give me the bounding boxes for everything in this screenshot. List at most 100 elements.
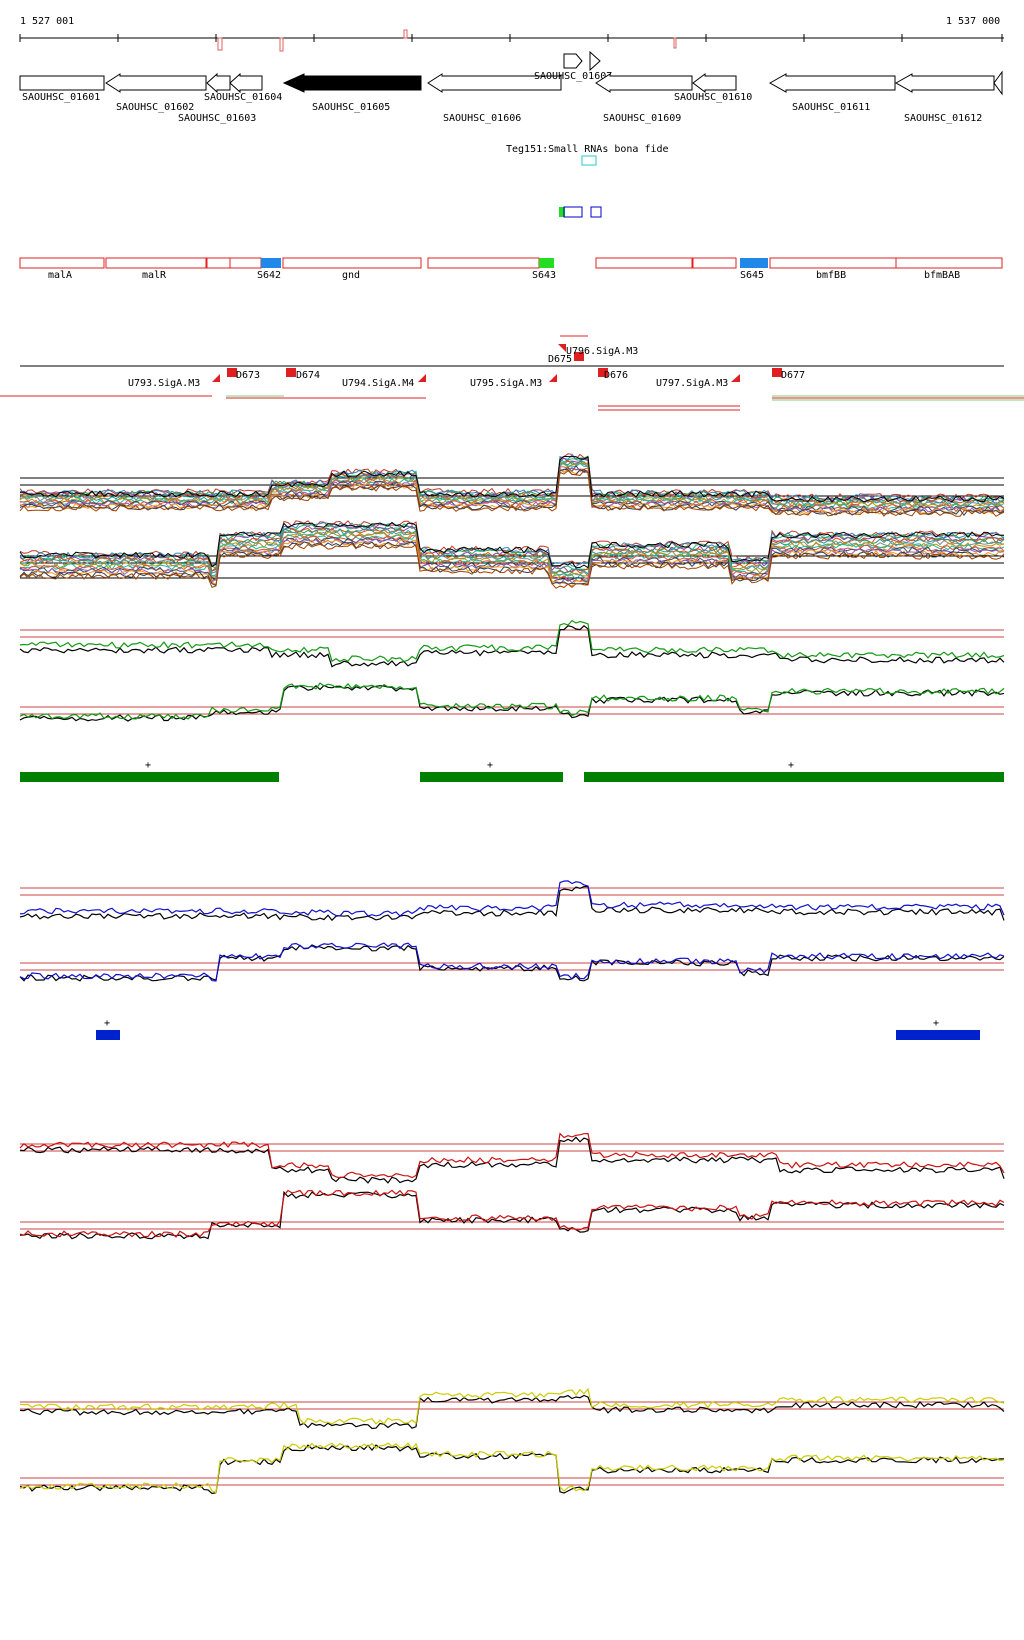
gene-arrow-end-marker: [993, 70, 1003, 96]
feature-label-malA: malA: [48, 270, 72, 281]
gene-arrow-saouhsc-01601[interactable]: [19, 75, 105, 91]
gene-label-01603: SAOUHSC_01603: [178, 113, 256, 124]
expression-line: [19, 682, 1005, 720]
promoter-track: U793.SigA.M3 D673 D674 U794.SigA.M4 U795…: [0, 335, 1024, 411]
feature-S642[interactable]: [261, 258, 281, 268]
small-rna-green-box[interactable]: [559, 207, 565, 217]
feature-bmfBB[interactable]: [769, 257, 897, 269]
green-segment-2-strand: +: [487, 760, 493, 771]
gene-label-01609: SAOUHSC_01609: [603, 113, 681, 124]
promoter-label-U796: U796.SigA.M3: [566, 346, 638, 357]
gene-track: SAOUHSC_01601 SAOUHSC_01602 SAOUHSC_0160…: [19, 50, 1003, 124]
green-segment-3-strand: +: [788, 760, 794, 771]
multi-condition-lower-lines: [19, 520, 1005, 589]
blue-segment-2[interactable]: [896, 1030, 980, 1040]
feature-malA[interactable]: [19, 257, 105, 269]
gene-arrow-saouhsc-01610[interactable]: [692, 73, 737, 93]
multi-condition-line: [19, 534, 1005, 582]
expression-line: [19, 1394, 1005, 1430]
gene-arrow-saouhsc-01602[interactable]: [105, 73, 207, 93]
gene-arrow-saouhsc-01609[interactable]: [595, 73, 693, 93]
multi-condition-line: [19, 460, 1005, 507]
small-rna-track: Teg151:Small RNAs bona fide: [506, 144, 669, 218]
multi-condition-line: [19, 533, 1005, 581]
expression-line: [19, 880, 1005, 917]
feature-label-gnd: gnd: [342, 270, 360, 281]
feature-malR[interactable]: [105, 257, 207, 269]
ruler-start-label: 1 527 001: [20, 16, 74, 27]
expression-line: [19, 1189, 1005, 1238]
feature-label-malR: malR: [142, 270, 167, 281]
multi-condition-line: [19, 542, 1005, 589]
gene-arrow-saouhsc-01607b[interactable]: [589, 50, 601, 72]
gene-label-01604: SAOUHSC_01604: [204, 92, 282, 103]
promoter-label-D676: D676: [604, 370, 628, 381]
small-rna-blue-box[interactable]: [563, 206, 583, 218]
promoter-label-U797: U797.SigA.M3: [656, 378, 728, 389]
multi-condition-line: [19, 466, 1005, 511]
ruler-end-label: 1 537 000: [946, 16, 1000, 27]
gene-arrow-saouhsc-01604[interactable]: [229, 72, 263, 94]
small-rna-teg151[interactable]: [581, 155, 597, 166]
expression-line: [19, 1190, 1005, 1240]
green-segment-2[interactable]: [420, 772, 563, 782]
feature-label-S642: S642: [257, 270, 281, 281]
gene-arrow-saouhsc-01603[interactable]: [206, 72, 231, 94]
green-segment-1-strand: +: [145, 760, 151, 771]
multi-condition-line: [19, 525, 1005, 573]
small-rna-blue-box-2[interactable]: [590, 206, 602, 218]
feature-gnd[interactable]: [282, 257, 422, 269]
feature-S643[interactable]: [539, 258, 554, 268]
green-segment-3[interactable]: [584, 772, 1004, 782]
multi-condition-line: [19, 467, 1005, 514]
gene-arrow-saouhsc-01612[interactable]: [894, 73, 995, 93]
expression-line: [19, 942, 1005, 982]
feature-label-S643: S643: [532, 270, 556, 281]
expression-line: [19, 625, 1005, 668]
multi-condition-line: [19, 468, 1005, 517]
gene-label-01610: SAOUHSC_01610: [674, 92, 752, 103]
gene-arrow-saouhsc-01611[interactable]: [768, 73, 896, 93]
expression-line: [19, 1132, 1005, 1179]
gene-arrow-saouhsc-01605[interactable]: [282, 73, 422, 93]
gene-label-01601: SAOUHSC_01601: [22, 92, 100, 103]
expression-line: [19, 684, 1005, 722]
multi-condition-line: [19, 536, 1005, 584]
feature-S645[interactable]: [740, 258, 768, 268]
feature-bfmBAB[interactable]: [895, 257, 1003, 269]
expression-line: [19, 944, 1005, 982]
multi-condition-line: [19, 541, 1005, 587]
multi-condition-track: [19, 453, 1005, 589]
feature-label-bfmBAB: bfmBAB: [924, 270, 960, 281]
expression-line: [19, 886, 1005, 922]
multi-condition-line: [19, 531, 1005, 579]
red-expression-track: [19, 1132, 1005, 1240]
gene-label-01602: SAOUHSC_01602: [116, 102, 194, 113]
promoter-label-D673: D673: [236, 370, 260, 381]
feature-label-bmfBB: bmfBB: [816, 270, 846, 281]
multi-condition-line: [19, 469, 1005, 517]
promoter-label-D674: D674: [296, 370, 320, 381]
feature-label-S645: S645: [740, 270, 764, 281]
gene-label-01607: SAOUHSC_01607: [534, 71, 612, 82]
promoter-label-D677: D677: [781, 370, 805, 381]
gene-arrow-saouhsc-01607[interactable]: [563, 53, 583, 69]
gene-label-01612: SAOUHSC_01612: [904, 113, 982, 124]
gene-arrow-saouhsc-01606[interactable]: [427, 73, 562, 93]
expression-line: [19, 1136, 1005, 1184]
multi-condition-line: [19, 455, 1005, 503]
green-segment-1[interactable]: [20, 772, 279, 782]
multi-condition-line: [19, 537, 1005, 585]
green-expression-track: + + +: [19, 619, 1005, 782]
gene-label-01611: SAOUHSC_01611: [792, 102, 870, 113]
blue-segment-1[interactable]: [96, 1030, 120, 1040]
blue-expression-track: + +: [19, 880, 1005, 1040]
gene-label-01606: SAOUHSC_01606: [443, 113, 521, 124]
expression-line: [19, 1442, 1005, 1494]
expression-line: [19, 1444, 1004, 1495]
expression-line: [19, 1387, 1005, 1425]
gene-label-01605: SAOUHSC_01605: [312, 102, 390, 113]
expression-line: [19, 619, 1005, 663]
multi-condition-line: [19, 521, 1005, 569]
